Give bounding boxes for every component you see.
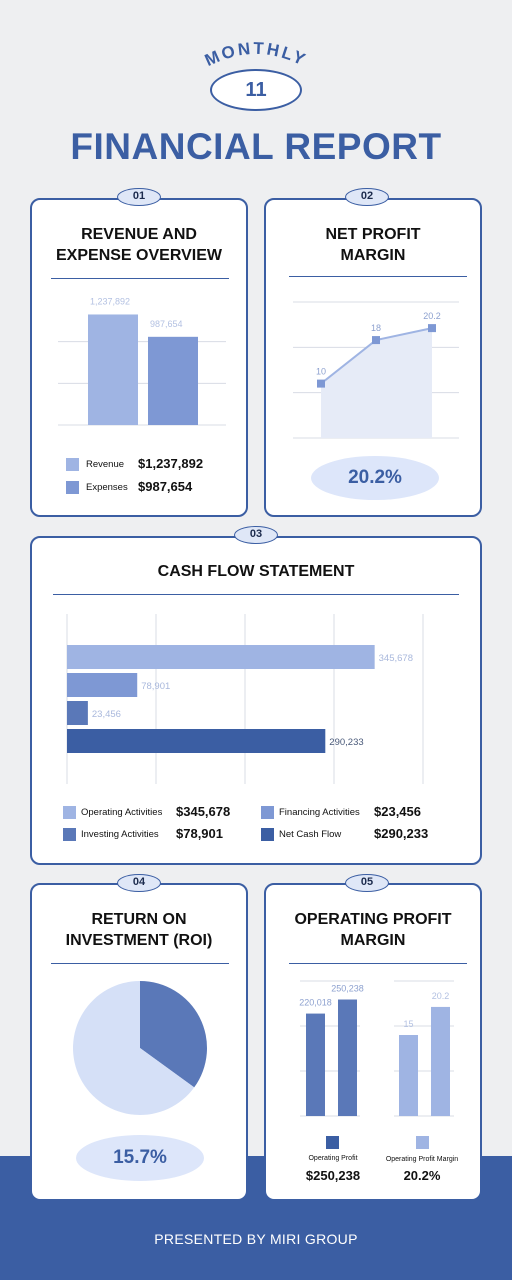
legend-net-cash-flow: Net Cash Flow $290,233 bbox=[261, 826, 461, 842]
legend-swatch bbox=[261, 806, 274, 819]
legend-value: $345,678 bbox=[176, 804, 231, 819]
legend-value: $290,233 bbox=[374, 826, 429, 841]
legend-operating: Operating Activities $345,678 bbox=[63, 804, 263, 820]
card-title: REVENUE AND EXPENSE OVERVIEW bbox=[56, 226, 222, 264]
legend-swatch bbox=[326, 1136, 339, 1149]
legend-label: Expenses bbox=[86, 482, 128, 493]
bar bbox=[306, 1013, 325, 1116]
legend-swatch bbox=[416, 1136, 429, 1149]
pie-slice bbox=[140, 981, 207, 1088]
card-title: NET PROFIT MARGIN bbox=[325, 226, 421, 264]
legend-swatch bbox=[66, 481, 79, 494]
footer-text: PRESENTED BY MIRI GROUP bbox=[154, 1231, 358, 1247]
section-badge: 05 bbox=[345, 874, 389, 892]
legend-swatch bbox=[66, 458, 79, 471]
legend-swatch bbox=[261, 828, 274, 841]
data-label: 345,678 bbox=[379, 653, 413, 664]
data-label: 220,018 bbox=[299, 998, 332, 1008]
net-profit-highlight: 20.2% bbox=[311, 456, 439, 500]
legend-label: Operating Activities bbox=[81, 807, 163, 818]
legend-value: 20.2% bbox=[403, 1168, 441, 1183]
bar bbox=[67, 729, 326, 753]
monthly-kicker: MONTHLY bbox=[202, 39, 308, 70]
divider bbox=[53, 594, 459, 595]
data-label: 18 bbox=[371, 323, 381, 333]
divider bbox=[289, 963, 467, 964]
legend-label: Net Cash Flow bbox=[279, 829, 342, 840]
data-label: 78,901 bbox=[141, 681, 170, 692]
bar bbox=[338, 999, 357, 1116]
legend-swatch bbox=[63, 806, 76, 819]
data-label: 20.2 bbox=[423, 311, 441, 321]
section-badge: 03 bbox=[234, 526, 278, 544]
card-title: RETURN ON INVESTMENT (ROI) bbox=[65, 911, 213, 949]
bar bbox=[88, 314, 138, 425]
card-title: CASH FLOW STATEMENT bbox=[157, 563, 355, 580]
bar bbox=[431, 1006, 450, 1116]
card-revenue-expense: REVENUE AND EXPENSE OVERVIEW 1,237,892 98… bbox=[30, 198, 248, 517]
bar bbox=[148, 336, 198, 425]
bar bbox=[67, 701, 88, 725]
roi-pie-chart bbox=[72, 981, 207, 1115]
area-fill bbox=[321, 328, 432, 438]
month-number: 11 bbox=[210, 69, 302, 111]
legend-label: Revenue bbox=[86, 459, 125, 470]
bar bbox=[67, 673, 138, 697]
card-operating-profit: OPERATING PROFIT MARGIN 220,018 250,238 15… bbox=[264, 883, 482, 1201]
legend-value: $250,238 bbox=[305, 1168, 361, 1183]
divider bbox=[51, 278, 229, 279]
data-label: 23,456 bbox=[92, 709, 121, 720]
data-label: 987,654 bbox=[150, 319, 183, 329]
monthly-arc-title: MONTHLY bbox=[202, 39, 310, 70]
legend-expenses: Expenses $987,654 bbox=[66, 479, 246, 495]
legend-label: Operating Profit bbox=[308, 1155, 358, 1162]
svg-text:MONTHLY: MONTHLY bbox=[202, 39, 310, 70]
revenue-expense-chart: 1,237,892 987,654 bbox=[58, 296, 226, 426]
legend-label: Operating Profit Margin bbox=[385, 1156, 459, 1163]
data-point bbox=[428, 324, 436, 333]
legend-value: $987,654 bbox=[138, 479, 193, 494]
roi-highlight: 15.7% bbox=[76, 1135, 204, 1181]
pie-slice bbox=[72, 981, 195, 1115]
legend-revenue: Revenue $1,237,892 bbox=[66, 456, 246, 472]
divider bbox=[289, 276, 467, 277]
section-badge: 04 bbox=[117, 874, 161, 892]
card-net-profit: NET PROFIT MARGIN 10 18 20.2 20.2% bbox=[264, 198, 482, 517]
card-cash-flow: CASH FLOW STATEMENT 345,678 78,901 23,456 2… bbox=[30, 536, 482, 865]
operating-profit-chart: 220,018 250,238 15 20.2 bbox=[299, 980, 454, 1117]
legend-label: Financing Activities bbox=[279, 807, 360, 818]
data-label: 15 bbox=[403, 1019, 413, 1029]
cash-flow-chart: 345,678 78,901 23,456 290,233 bbox=[66, 614, 424, 784]
data-label: 20.2 bbox=[432, 991, 450, 1001]
bar bbox=[67, 645, 375, 669]
card-title: OPERATING PROFIT MARGIN bbox=[294, 911, 452, 949]
data-label: 10 bbox=[316, 367, 326, 377]
data-label: 1,237,892 bbox=[90, 296, 130, 306]
data-label: 250,238 bbox=[331, 984, 364, 994]
page-title: FINANCIAL REPORT bbox=[70, 126, 442, 167]
section-badge: 01 bbox=[117, 188, 161, 206]
legend-financing: Financing Activities $23,456 bbox=[261, 804, 461, 820]
data-point bbox=[317, 379, 325, 388]
net-profit-chart: 10 18 20.2 bbox=[293, 301, 459, 439]
data-label: 290,233 bbox=[329, 737, 363, 748]
data-point bbox=[372, 336, 380, 345]
legend-investing: Investing Activities $78,901 bbox=[63, 826, 263, 842]
legend-swatch bbox=[63, 828, 76, 841]
bar bbox=[399, 1035, 418, 1116]
legend-value: $23,456 bbox=[374, 804, 421, 819]
section-badge: 02 bbox=[345, 188, 389, 206]
divider bbox=[51, 963, 229, 964]
legend-label: Investing Activities bbox=[81, 829, 159, 840]
legend-value: $78,901 bbox=[176, 826, 223, 841]
card-roi: RETURN ON INVESTMENT (ROI) 15.7% bbox=[30, 883, 248, 1201]
legend-value: $1,237,892 bbox=[138, 456, 204, 471]
